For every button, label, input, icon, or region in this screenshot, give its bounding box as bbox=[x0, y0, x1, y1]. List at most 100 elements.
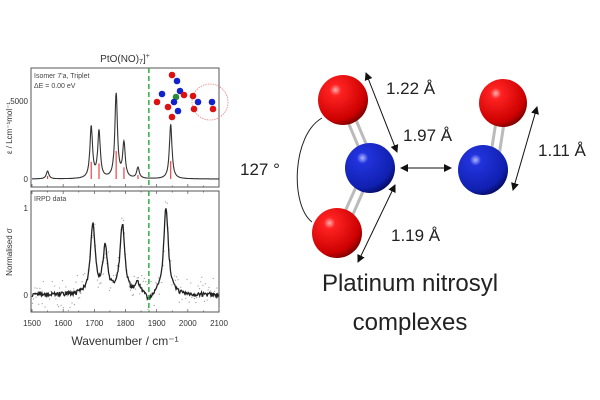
data-point bbox=[55, 298, 57, 300]
data-point bbox=[142, 280, 144, 282]
nitrogen-atom bbox=[194, 98, 202, 106]
data-point bbox=[196, 297, 198, 299]
data-point bbox=[195, 302, 197, 304]
data-point bbox=[54, 285, 56, 287]
data-point bbox=[153, 304, 155, 307]
data-point bbox=[174, 275, 176, 277]
data-point bbox=[108, 289, 111, 292]
data-point bbox=[36, 287, 38, 289]
data-point bbox=[41, 303, 43, 305]
platinum-atom bbox=[172, 93, 180, 101]
data-point bbox=[212, 277, 214, 280]
isomer-label: Isomer 7'a, Triplet bbox=[34, 73, 89, 80]
data-point bbox=[117, 257, 119, 259]
data-point bbox=[141, 275, 143, 277]
data-point bbox=[60, 304, 62, 306]
diagram-title-line2: complexes bbox=[353, 309, 468, 336]
data-point bbox=[177, 279, 179, 281]
chart-title: PtO(NO)7]+ bbox=[100, 53, 150, 66]
oxygen-atom bbox=[318, 75, 368, 125]
data-point bbox=[164, 201, 167, 203]
xtick: 1800 bbox=[117, 319, 135, 328]
data-point bbox=[210, 290, 212, 292]
data-point bbox=[104, 257, 106, 259]
data-point bbox=[34, 287, 36, 289]
data-point bbox=[190, 282, 192, 284]
xtick: 2100 bbox=[210, 319, 228, 328]
dimension-arrows bbox=[357, 72, 539, 263]
nitrogen-atom bbox=[173, 77, 181, 85]
data-point bbox=[133, 275, 135, 277]
data-point bbox=[163, 250, 165, 252]
ytick-5000: 5000 bbox=[10, 97, 28, 106]
bond-length-no-lower: 1.19 Å bbox=[391, 226, 441, 245]
xtick: 2000 bbox=[179, 319, 197, 328]
data-point bbox=[148, 309, 150, 312]
data-point bbox=[57, 305, 60, 308]
data-point bbox=[109, 287, 112, 289]
data-point bbox=[77, 297, 79, 299]
oxygen-atom bbox=[153, 98, 161, 106]
data-point bbox=[128, 286, 130, 288]
data-point bbox=[150, 280, 152, 283]
data-point bbox=[170, 260, 172, 262]
data-point bbox=[201, 276, 203, 278]
diagram-title-line1: Platinum nitrosyl bbox=[322, 270, 498, 297]
nitrogen-atom bbox=[158, 90, 166, 98]
data-point bbox=[32, 298, 35, 300]
data-point bbox=[156, 282, 158, 285]
ytick-0-top: 0 bbox=[24, 175, 29, 184]
nitrogen-atom bbox=[208, 98, 216, 106]
data-point bbox=[145, 281, 147, 283]
data-point bbox=[206, 299, 208, 301]
x-tick-labels: 1500 1600 1700 1800 1900 2000 2100 bbox=[23, 319, 228, 328]
highlight-circle bbox=[191, 83, 229, 121]
data-point bbox=[155, 282, 157, 284]
data-point bbox=[131, 294, 133, 297]
data-point bbox=[51, 280, 53, 283]
bond-length-no-upper: 1.22 Å bbox=[386, 79, 436, 98]
bond-length-free-no: 1.11 Å bbox=[538, 141, 587, 160]
oxygen-atom bbox=[479, 79, 527, 127]
data-point bbox=[97, 286, 99, 288]
xtick: 1600 bbox=[54, 319, 72, 328]
data-point bbox=[208, 286, 210, 289]
data-point bbox=[121, 217, 123, 219]
data-point bbox=[136, 277, 138, 279]
stick-spectrum bbox=[46, 150, 172, 179]
irpd-line bbox=[31, 208, 220, 301]
nitrogen-atom bbox=[174, 107, 182, 115]
top-ylabel: ε / Lcm⁻¹mol⁻¹ bbox=[5, 102, 14, 154]
bond-angle: 127 ° bbox=[240, 160, 280, 179]
data-point bbox=[94, 223, 96, 225]
data-point bbox=[186, 278, 188, 280]
ytick-0-bottom: 0 bbox=[24, 291, 29, 300]
data-point bbox=[58, 287, 61, 289]
data-point bbox=[138, 293, 141, 295]
data-point bbox=[218, 307, 220, 310]
data-point bbox=[79, 296, 81, 299]
data-point bbox=[185, 297, 187, 299]
data-point bbox=[66, 295, 68, 297]
data-point bbox=[214, 296, 217, 299]
top-panel-frame bbox=[30, 67, 220, 188]
data-point bbox=[207, 289, 209, 291]
data-point bbox=[171, 284, 173, 286]
oxygen-atom bbox=[189, 92, 197, 100]
data-point bbox=[129, 289, 132, 291]
data-point bbox=[71, 302, 73, 304]
data-point bbox=[116, 265, 118, 267]
data-point bbox=[147, 308, 149, 310]
data-point bbox=[80, 292, 82, 294]
data-point bbox=[127, 281, 130, 283]
data-point bbox=[198, 288, 201, 290]
data-point bbox=[31, 302, 34, 304]
data-point bbox=[146, 283, 148, 286]
data-point bbox=[84, 272, 86, 275]
data-point bbox=[181, 298, 183, 300]
bottom-ylabel: Normalised σ bbox=[5, 228, 14, 276]
data-point bbox=[188, 301, 190, 303]
data-point bbox=[62, 307, 64, 309]
data-point bbox=[63, 291, 66, 293]
